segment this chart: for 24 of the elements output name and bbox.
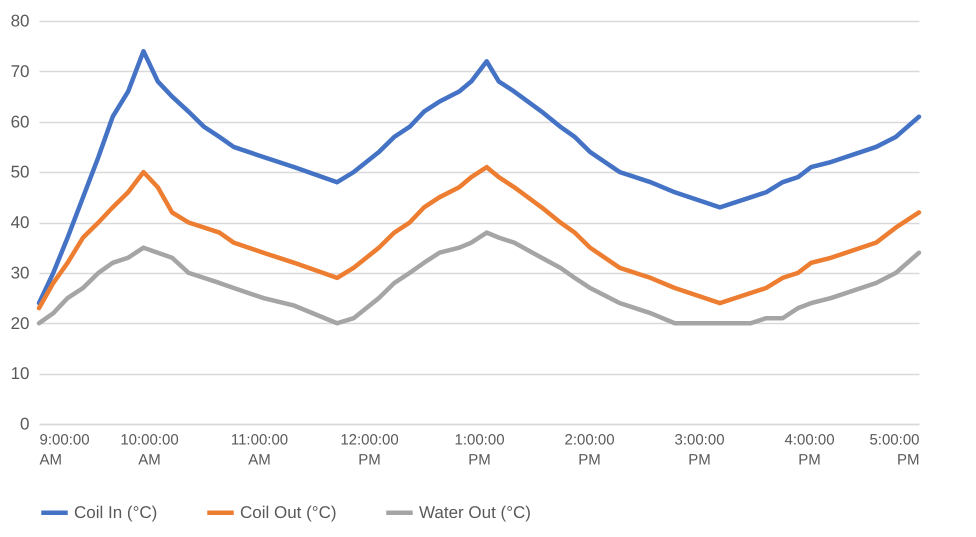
- line-series: [36, 48, 922, 306]
- line-series: [36, 164, 922, 310]
- x-tick-label: 11:00:00 AM: [230, 432, 288, 468]
- x-tick-label: 10:00:00 AM: [120, 432, 179, 468]
- y-tick-label: 30: [10, 263, 30, 282]
- x-tick-label: 1:00:00 PM: [454, 432, 505, 468]
- y-tick-label: 80: [10, 12, 30, 30]
- y-tick-label: 50: [10, 162, 30, 182]
- x-tick-label: 2:00:00 PM: [564, 432, 615, 468]
- y-tick-label: 60: [10, 112, 30, 132]
- legend-label: Coil In (°C): [74, 502, 158, 522]
- y-tick-label: 70: [10, 62, 30, 81]
- legend-label: Coil Out (°C): [240, 502, 337, 522]
- y-tick-label: 0: [20, 414, 30, 434]
- y-tick-label: 10: [10, 364, 30, 384]
- y-tick-label: 40: [10, 213, 30, 232]
- x-tick-label: 5:00:00 PM: [869, 432, 920, 468]
- x-tick-label: 3:00:00 PM: [674, 432, 725, 468]
- x-tick-label: 12:00:00 PM: [340, 432, 399, 468]
- x-tick-label: 9:00:00 AM: [40, 432, 90, 468]
- y-tick-label: 20: [10, 314, 30, 333]
- line-series: [36, 230, 922, 326]
- x-tick-label: 4:00:00 PM: [784, 432, 835, 468]
- legend-label: Water Out (°C): [419, 502, 531, 522]
